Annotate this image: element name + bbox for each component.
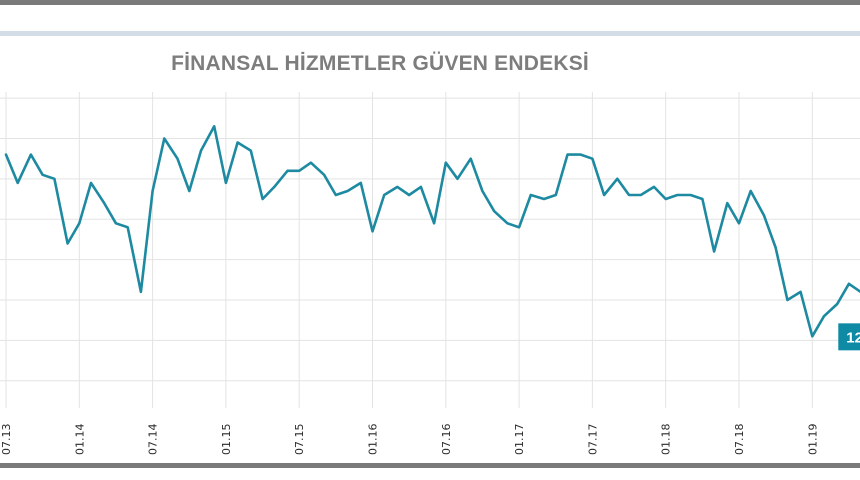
x-tick-label: 07.18 [733, 424, 746, 456]
title-band-separator [0, 31, 860, 36]
x-tick-label: 01.17 [513, 424, 526, 456]
x-tick-label: 01.19 [806, 424, 819, 456]
x-tick-label: 07.14 [147, 424, 160, 456]
callout-value-label: 129 [846, 329, 860, 346]
value-callout: 129 [838, 323, 860, 351]
x-tick-label: 01.18 [660, 424, 673, 456]
top-frame-line [0, 0, 860, 5]
bottom-frame-line [0, 463, 860, 468]
series-line-0 [4, 125, 860, 338]
series-line-group [4, 125, 860, 338]
x-tick-label: 07.16 [440, 424, 453, 456]
x-tick-label: 07.15 [293, 424, 306, 456]
callout-box [838, 323, 860, 351]
x-tick-label: 01.14 [73, 424, 86, 456]
x-axis-ticks: 07.13 01.14 07.14 01.15 07.15 01.16 07.16 01.17… [0, 92, 819, 456]
chart-title: FİNANSAL HİZMETLER GÜVEN ENDEKSİ [171, 52, 589, 75]
gridlines [0, 97, 860, 382]
x-tick-label: 01.15 [220, 424, 233, 456]
x-tick-label: 07.13 [0, 424, 13, 456]
x-tick-label: 07.17 [586, 424, 599, 456]
x-tick-label: 01.16 [367, 424, 380, 456]
